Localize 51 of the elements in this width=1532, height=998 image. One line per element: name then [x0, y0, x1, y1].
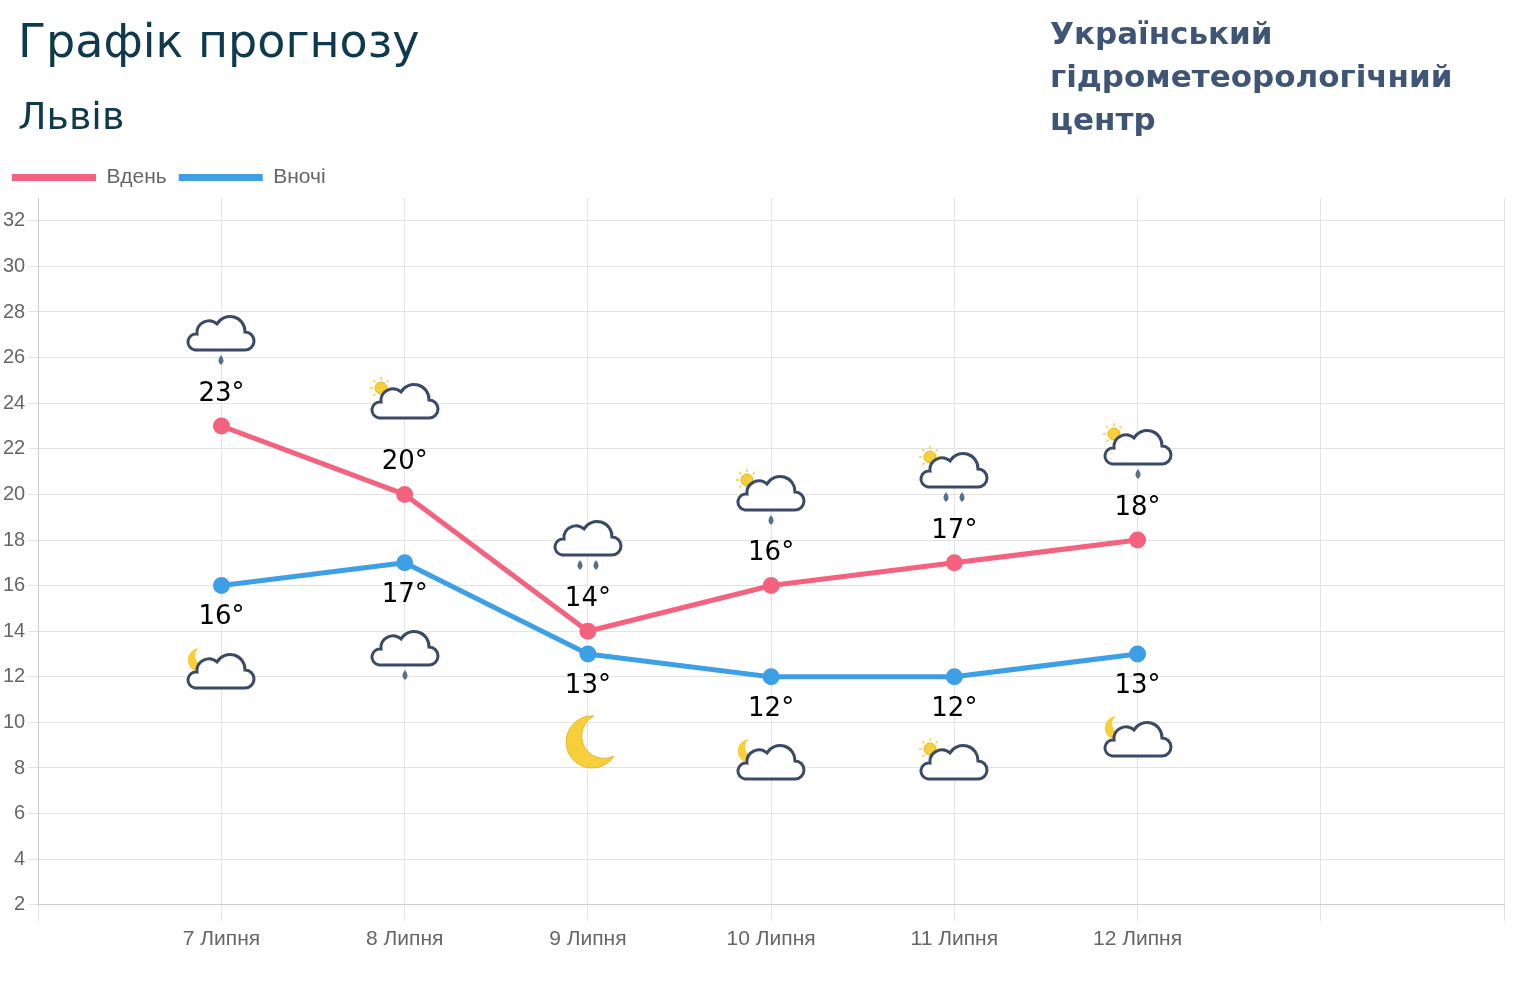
- y-tick-label: 22: [3, 436, 26, 459]
- y-tick-label: 14: [3, 618, 26, 641]
- point: [212, 417, 230, 435]
- x-tick-label: 10 Липня: [726, 926, 816, 950]
- y-tick-label: 28: [3, 299, 26, 322]
- y-tick-label: 6: [14, 801, 26, 824]
- point: [945, 554, 963, 572]
- y-tick-label: 24: [3, 390, 26, 413]
- point: [579, 645, 597, 663]
- point: [396, 554, 414, 572]
- data-label: 20°: [381, 445, 428, 476]
- legend-label: Вночі: [273, 164, 326, 188]
- y-tick-label: 12: [3, 664, 26, 687]
- y-tick-label: 8: [14, 755, 26, 778]
- x-tick-label: 11 Липня: [910, 926, 999, 950]
- x-tick-label: 8 Липня: [366, 926, 444, 950]
- point: [762, 577, 780, 595]
- point: [762, 668, 780, 686]
- x-tick-label: 12 Липня: [1093, 926, 1183, 950]
- x-tick-label: 9 Липня: [549, 926, 627, 950]
- point: [1129, 531, 1147, 549]
- point: [945, 668, 963, 686]
- data-label: 16°: [748, 536, 795, 567]
- y-tick-label: 18: [3, 527, 26, 550]
- data-label: 12°: [931, 691, 978, 722]
- data-label: 13°: [1114, 668, 1161, 699]
- point: [212, 577, 230, 595]
- y-tick-label: 10: [3, 709, 26, 732]
- chart-title: Графік прогнозу: [18, 14, 420, 68]
- y-tick-label: 26: [3, 345, 26, 368]
- y-tick-label: 16: [3, 573, 26, 596]
- point: [579, 622, 597, 640]
- y-tick-label: 2: [14, 892, 26, 915]
- data-label: 14°: [564, 581, 611, 612]
- data-label: 23°: [198, 376, 245, 407]
- point: [396, 485, 414, 503]
- y-tick-label: 30: [3, 253, 26, 276]
- legend-label: Вдень: [106, 164, 167, 188]
- text: Український гідрометеорологічний центр: [1050, 14, 1454, 139]
- chart-subtitle: Львів: [18, 94, 125, 138]
- data-label: 12°: [748, 691, 795, 722]
- data-label: 16°: [198, 600, 245, 631]
- data-label: 18°: [1114, 490, 1161, 521]
- y-tick-label: 32: [3, 208, 26, 231]
- y-tick-label: 20: [3, 481, 26, 504]
- data-label: 17°: [931, 513, 978, 544]
- data-label: 17°: [381, 577, 428, 608]
- point: [1129, 645, 1147, 663]
- x-tick-label: 7 Липня: [182, 926, 261, 950]
- y-tick-label: 4: [14, 846, 26, 869]
- data-label: 13°: [564, 668, 611, 699]
